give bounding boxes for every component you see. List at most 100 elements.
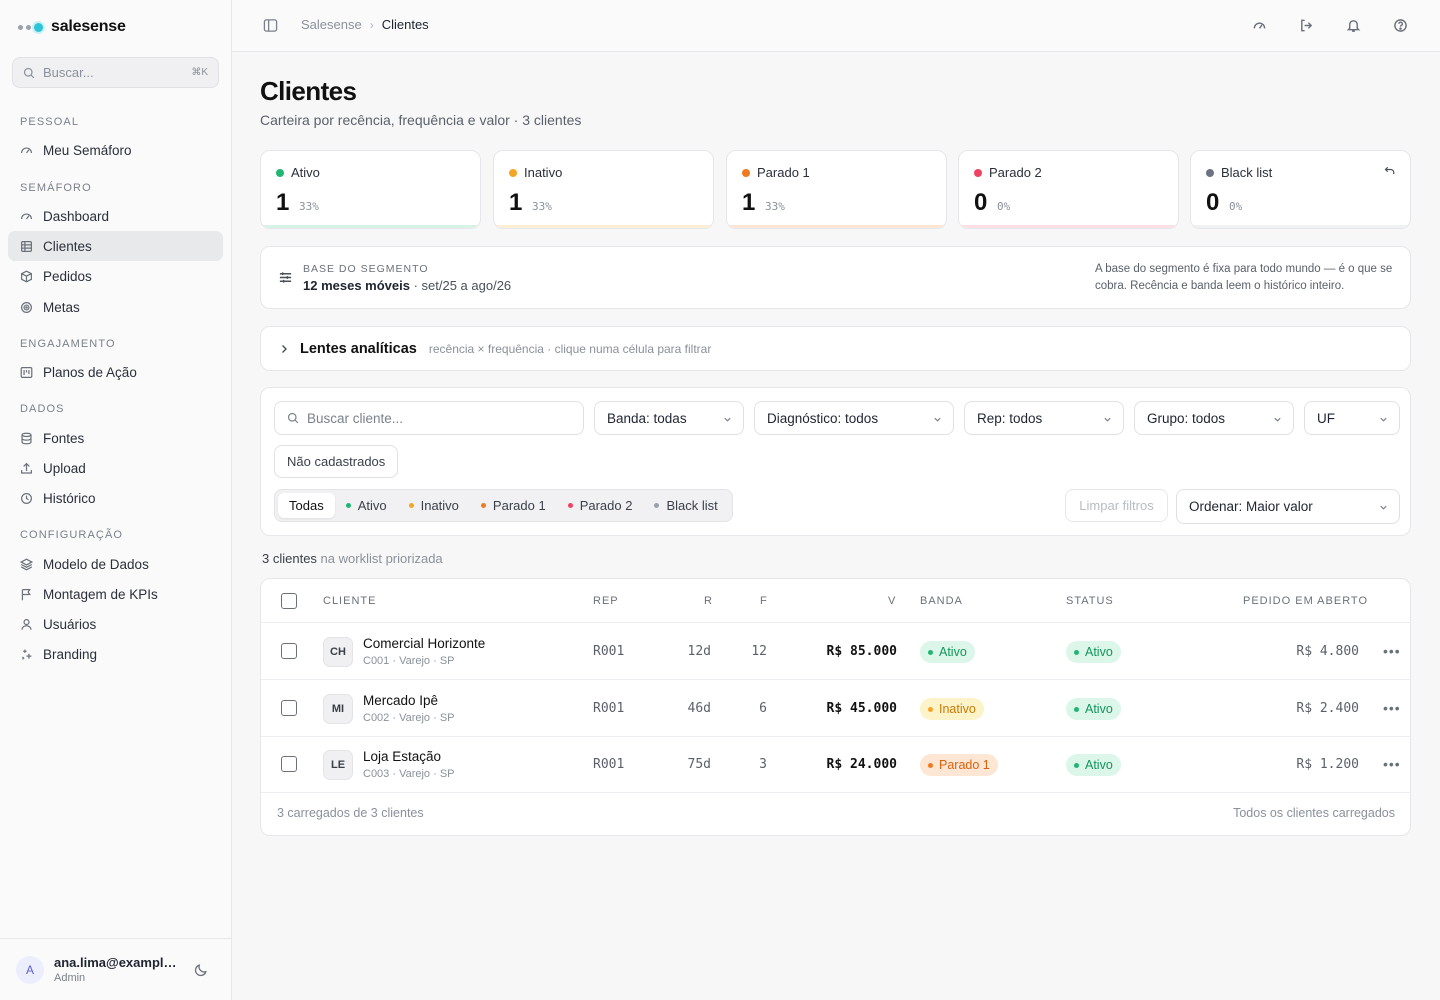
column-header-cliente[interactable]: CLIENTE — [323, 595, 377, 607]
client-recency: 46d — [687, 701, 711, 716]
kpi-card-parado-2[interactable]: Parado 2 0 0% — [958, 150, 1179, 229]
global-search[interactable]: Buscar... ⌘K — [12, 57, 219, 88]
kpi-card-inativo[interactable]: Inativo 1 33% — [493, 150, 714, 229]
select-all-checkbox[interactable] — [281, 593, 297, 609]
table-row[interactable]: MI Mercado Ipê C002 · Varejo · SP R001 4… — [261, 680, 1410, 737]
tab-label: Todas — [289, 498, 324, 513]
client-name[interactable]: Loja Estação — [363, 749, 442, 764]
column-header-pedido-em-aberto[interactable]: PEDIDO EM ABERTO — [1243, 595, 1369, 607]
user-email: ana.lima@example.com — [54, 955, 182, 970]
sidebar-item-fontes[interactable]: Fontes — [8, 423, 223, 453]
grupo-select[interactable]: Grupo: todos — [1134, 401, 1294, 435]
column-header-f[interactable]: F — [760, 595, 768, 607]
tab-label: Black list — [666, 498, 718, 513]
segment-period-label: 12 meses móveis — [303, 278, 410, 293]
sidebar-item-upload[interactable]: Upload — [8, 453, 223, 483]
brand-mark-icon — [18, 22, 43, 32]
sidebar-item-montagem-de-kpis[interactable]: Montagem de KPIs — [8, 579, 223, 609]
client-search-input[interactable]: Buscar cliente... — [274, 401, 584, 435]
layers-icon — [20, 558, 33, 571]
row-checkbox[interactable] — [281, 643, 297, 659]
more-actions-icon[interactable]: ••• — [1383, 756, 1401, 772]
help-icon[interactable] — [1393, 18, 1408, 33]
sidebar-item-pedidos[interactable]: Pedidos — [8, 261, 223, 291]
table-row[interactable]: CH Comercial Horizonte C001 · Varejo · S… — [261, 623, 1410, 680]
table-footer-loaded: 3 carregados de 3 clientes — [277, 806, 424, 820]
column-header-v[interactable]: V — [888, 595, 897, 607]
sidebar-item-metas[interactable]: Metas — [8, 292, 223, 322]
more-actions-icon[interactable]: ••• — [1383, 700, 1401, 716]
column-header-banda[interactable]: BANDA — [920, 595, 963, 607]
rep-select[interactable]: Rep: todos — [964, 401, 1124, 435]
client-rep: R001 — [593, 757, 625, 772]
sidebar-item-historico[interactable]: Histórico — [8, 483, 223, 513]
band-badge-label: Ativo — [939, 645, 967, 659]
rep-select-value: Rep: todos — [977, 410, 1043, 426]
table-row[interactable]: LE Loja Estação C003 · Varejo · SP R001 … — [261, 736, 1410, 793]
sidebar-item-label: Fontes — [43, 430, 85, 446]
order-select[interactable]: Ordenar: Maior valor — [1176, 489, 1400, 524]
undo-icon[interactable] — [1384, 165, 1396, 177]
user-role: Admin — [54, 972, 86, 984]
banda-select[interactable]: Banda: todas — [594, 401, 744, 435]
column-header-r[interactable]: R — [704, 595, 713, 607]
tab-parado-1[interactable]: Parado 1 — [470, 493, 557, 518]
row-divider — [261, 736, 1410, 737]
nao-cadastrados-toggle[interactable]: Não cadastrados — [274, 445, 399, 478]
logout-icon[interactable] — [1299, 18, 1314, 33]
band-segmented-control: Todas Ativo Inativo Parado 1 Parado 2 Bl… — [274, 489, 733, 522]
table-icon — [20, 240, 33, 253]
bell-icon[interactable] — [1346, 18, 1361, 33]
client-value: R$ 85.000 — [826, 644, 897, 659]
kpi-label: Parado 1 — [757, 165, 810, 180]
diagnostico-select[interactable]: Diagnóstico: todos — [754, 401, 954, 435]
user-menu[interactable]: A ana.lima@example.com Admin — [0, 938, 231, 1000]
nav-section-configuracao: CONFIGURAÇÃO — [20, 529, 124, 541]
sidebar-item-modelo-de-dados[interactable]: Modelo de Dados — [8, 549, 223, 579]
row-checkbox[interactable] — [281, 700, 297, 716]
tab-ativo[interactable]: Ativo — [335, 493, 398, 518]
tab-todas[interactable]: Todas — [278, 493, 335, 518]
uf-select[interactable]: UF — [1304, 401, 1400, 435]
band-badge-label: Inativo — [939, 702, 976, 716]
analytic-lenses-toggle[interactable]: Lentes analíticas recência × frequência … — [260, 326, 1411, 371]
client-name[interactable]: Mercado Ipê — [363, 693, 439, 708]
column-header-status[interactable]: STATUS — [1066, 595, 1114, 607]
sidebar-item-label: Modelo de Dados — [43, 556, 149, 572]
client-meta: C003 · Varejo · SP — [363, 768, 455, 780]
moon-icon[interactable] — [194, 963, 208, 977]
row-checkbox[interactable] — [281, 756, 297, 772]
client-meta: C002 · Varejo · SP — [363, 712, 455, 724]
sidebar-item-clientes[interactable]: Clientes — [8, 231, 223, 261]
tab-inativo[interactable]: Inativo — [398, 493, 470, 518]
sidebar-item-planos-de-acao[interactable]: Planos de Ação — [8, 357, 223, 387]
clear-filters-button[interactable]: Limpar filtros — [1065, 489, 1168, 522]
search-icon — [287, 412, 299, 424]
tab-parado-2[interactable]: Parado 2 — [557, 493, 644, 518]
tab-black-list[interactable]: Black list — [643, 493, 728, 518]
status-dot — [567, 503, 573, 508]
sidebar-item-label: Upload — [43, 460, 86, 476]
sidebar-toggle-icon[interactable] — [263, 18, 278, 33]
kpi-card-parado-1[interactable]: Parado 1 1 33% — [726, 150, 947, 229]
column-header-rep[interactable]: REP — [593, 595, 619, 607]
client-open-order: R$ 4.800 — [1296, 644, 1359, 659]
page-title: Clientes — [260, 76, 357, 106]
status-dot — [276, 168, 284, 177]
gauge-icon[interactable] — [1252, 18, 1267, 33]
topbar: Salesense › Clientes — [232, 0, 1440, 52]
client-name[interactable]: Comercial Horizonte — [363, 636, 486, 651]
sidebar-item-usuarios[interactable]: Usuários — [8, 609, 223, 639]
order-select-value: Ordenar: Maior valor — [1189, 499, 1313, 514]
kpi-card-ativo[interactable]: Ativo 1 33% — [260, 150, 481, 229]
more-actions-icon[interactable]: ••• — [1383, 643, 1401, 659]
breadcrumb-home[interactable]: Salesense — [301, 17, 362, 32]
sidebar-item-meu-semaforo[interactable]: Meu Semáforo — [8, 135, 223, 165]
kpi-label: Inativo — [524, 165, 563, 180]
kpi-card-black-list[interactable]: Black list 0 0% — [1190, 150, 1411, 229]
tab-label: Parado 1 — [492, 498, 546, 513]
sidebar-item-branding[interactable]: Branding — [8, 639, 223, 669]
brand-logo[interactable]: salesense — [18, 16, 126, 38]
grupo-select-value: Grupo: todos — [1147, 410, 1226, 426]
sidebar-item-dashboard[interactable]: Dashboard — [8, 201, 223, 231]
